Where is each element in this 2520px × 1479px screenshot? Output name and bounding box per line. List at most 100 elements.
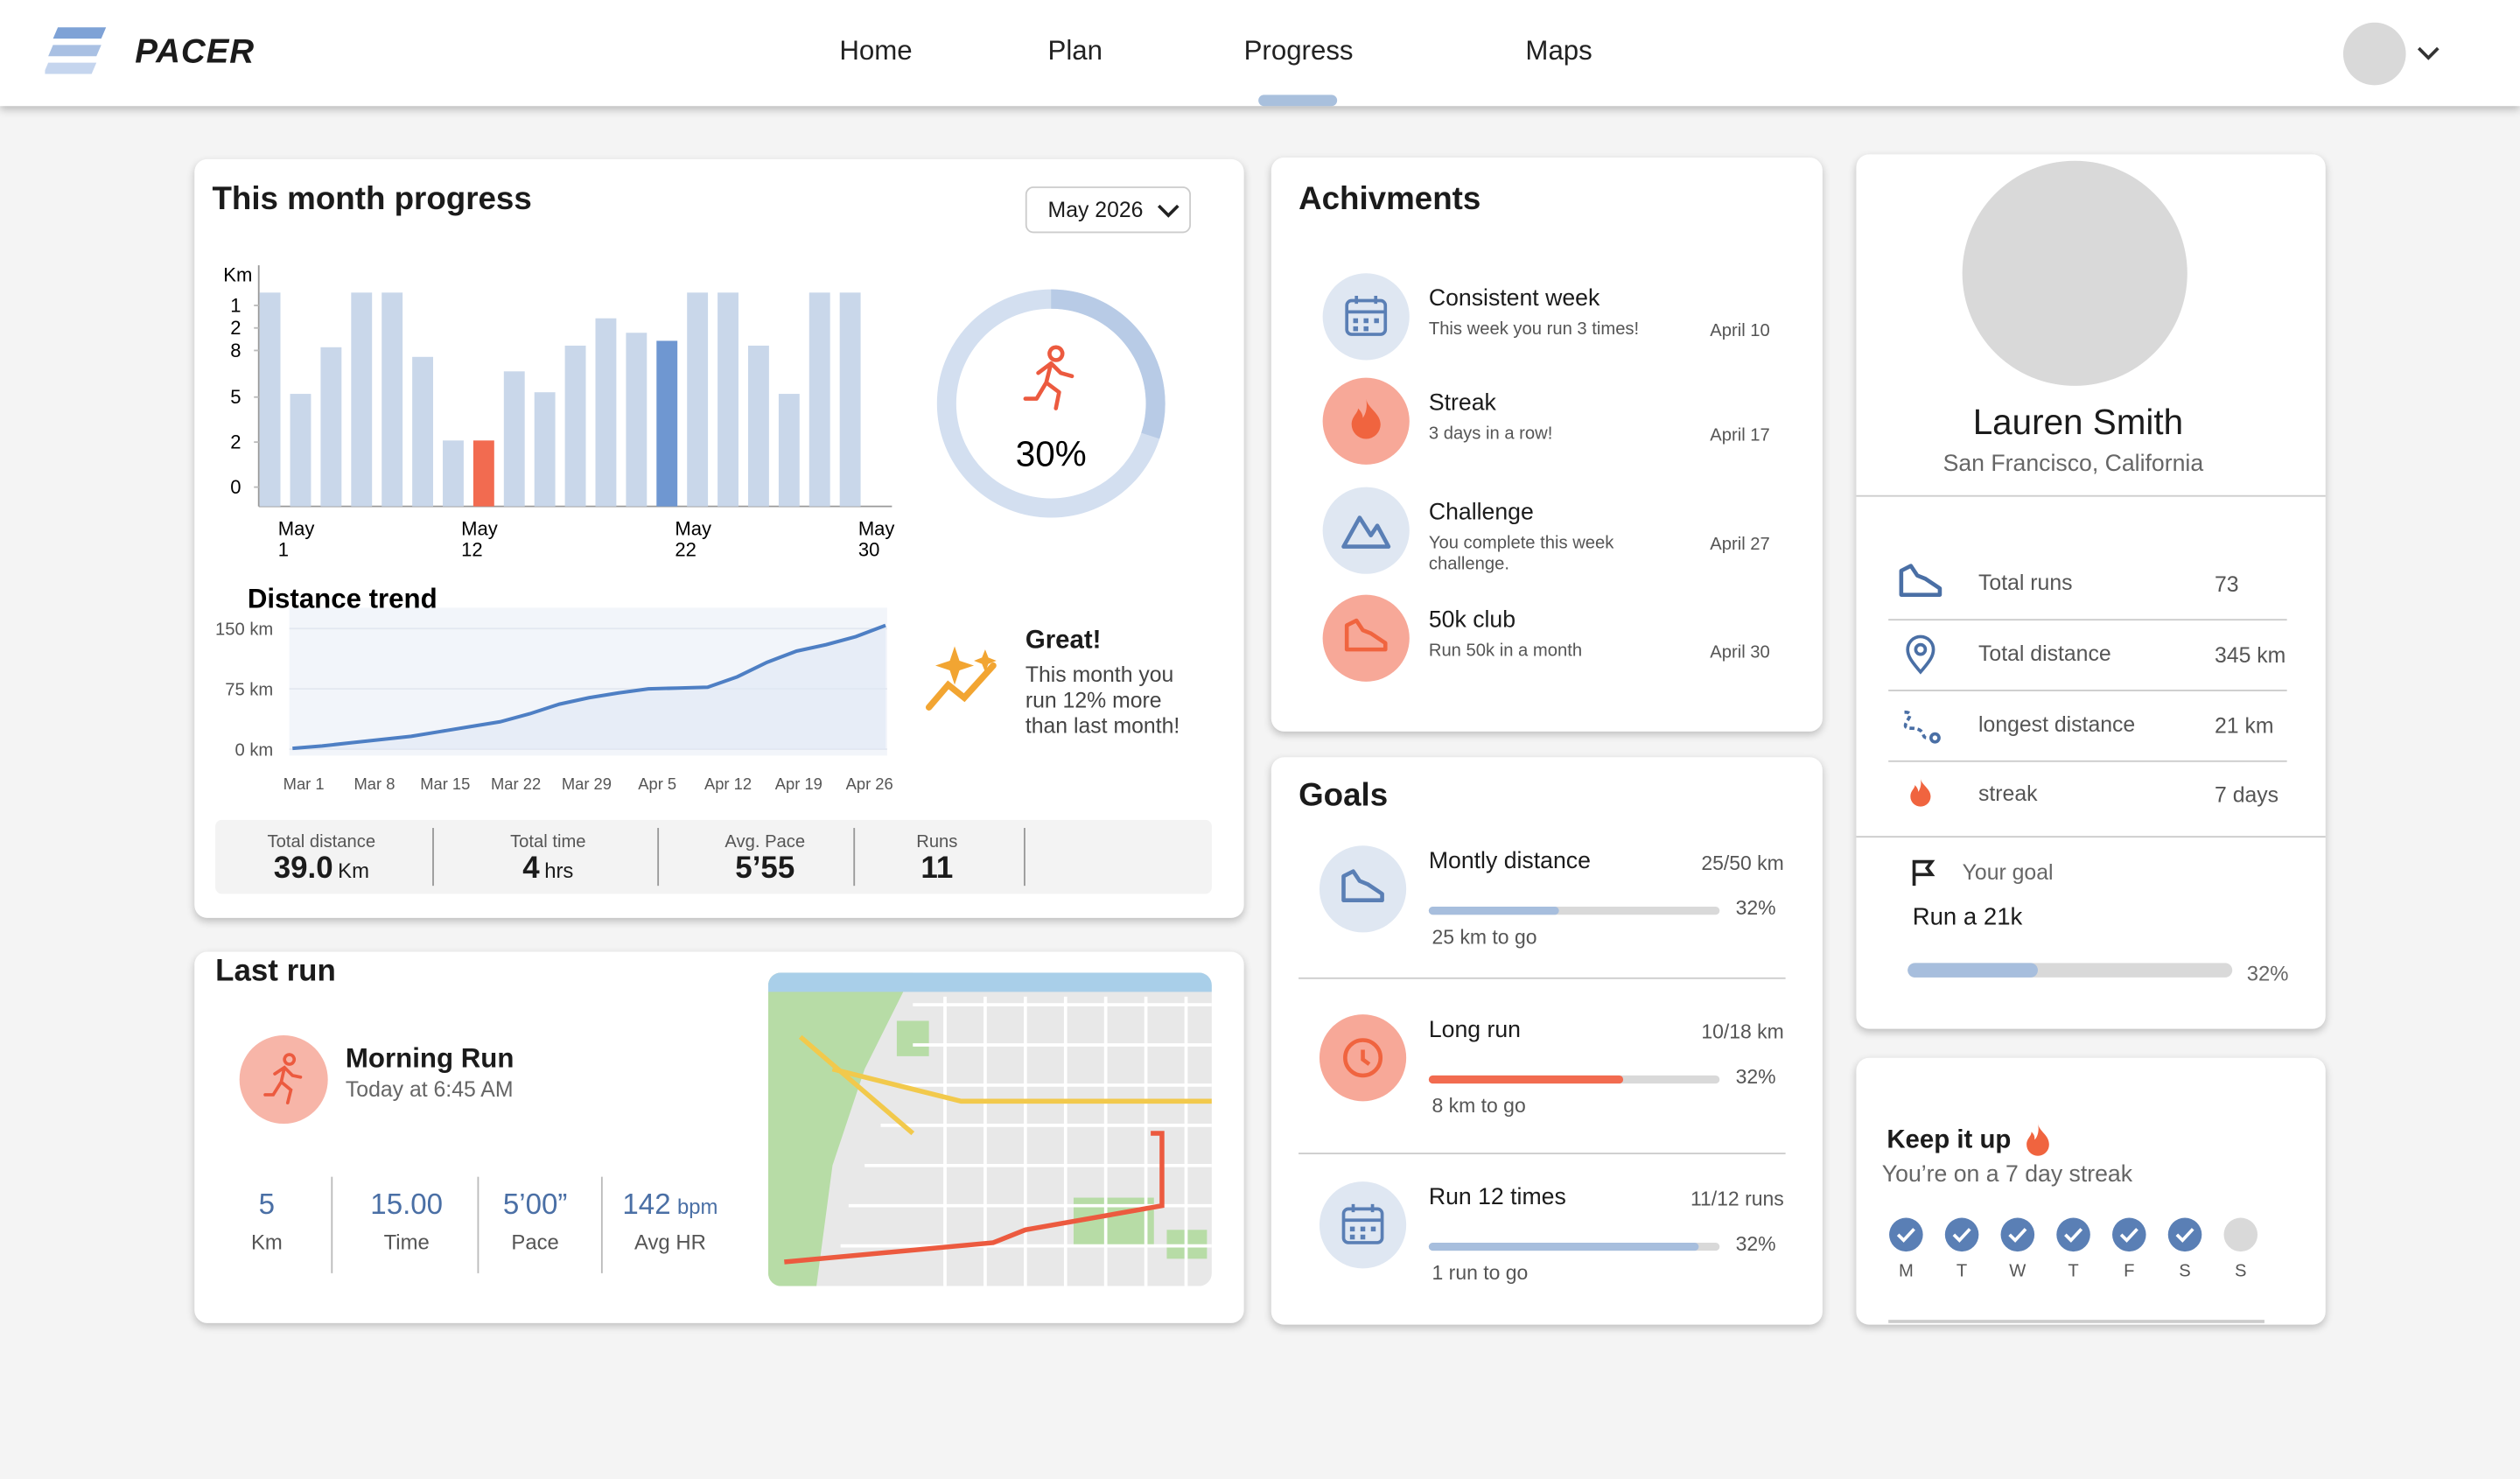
progress-card xyxy=(194,158,1244,918)
divider xyxy=(1023,828,1026,887)
icon-part xyxy=(1349,1226,1376,1240)
menu-chevron[interactable] xyxy=(2416,44,2441,63)
bar xyxy=(351,292,373,507)
stat-label: Pace xyxy=(511,1230,559,1254)
stat-value: 39.0 Km xyxy=(209,852,434,887)
goal-title: Long run xyxy=(1428,1017,1522,1044)
icon-part xyxy=(1349,1234,1355,1240)
icon-part xyxy=(1347,296,1386,314)
achievement-icon xyxy=(1345,296,1388,336)
profile-photo xyxy=(1962,160,2188,386)
goal-remaining: 8 km to go xyxy=(1432,1094,1526,1118)
flame-icon xyxy=(2026,1124,2049,1156)
y-tick-label: 5 xyxy=(230,386,241,408)
achievement-title: 50k club xyxy=(1428,607,1516,634)
icon-part xyxy=(1903,710,1928,740)
divider xyxy=(1888,760,2287,762)
day-dot xyxy=(2167,1217,2202,1252)
icon-part xyxy=(1353,326,1359,332)
divider xyxy=(432,828,434,887)
bar xyxy=(382,292,403,507)
icon-part xyxy=(1343,1038,1383,1078)
great-title: Great! xyxy=(1025,627,1102,655)
y-tick-label: 150 km xyxy=(215,620,273,640)
day-dot xyxy=(2000,1217,2035,1252)
month-select[interactable]: May 2026 xyxy=(1025,186,1192,234)
day-label: T xyxy=(2068,1262,2078,1281)
flag-icon xyxy=(1912,859,1936,887)
nav-link[interactable]: Home xyxy=(839,35,913,67)
stat-label: Avg HR xyxy=(634,1230,706,1254)
achievement-date: April 10 xyxy=(1710,321,1770,341)
bar xyxy=(290,394,312,507)
achievement-desc: Run 50k in a month xyxy=(1428,641,1583,661)
divider xyxy=(1888,619,2287,621)
check xyxy=(2008,1228,2027,1243)
y-tick-label: 0 xyxy=(230,476,241,498)
bar xyxy=(839,292,861,507)
x-tick-label: Mar 8 xyxy=(354,775,395,793)
chart-title: Distance trend xyxy=(248,583,438,613)
bar xyxy=(472,440,494,507)
y-tick-label: 2 xyxy=(230,431,241,453)
goal-icon-bg xyxy=(1319,1181,1407,1269)
active-indicator xyxy=(1258,95,1338,107)
icon-part xyxy=(1928,732,1941,744)
bar xyxy=(687,292,709,507)
achievement-date: April 27 xyxy=(1710,535,1770,555)
great-text: This month you run 12% more than last mo… xyxy=(1025,662,1180,739)
day-label: S xyxy=(2179,1262,2190,1281)
runner-icon xyxy=(263,1053,303,1104)
day-label: T xyxy=(1956,1262,1967,1281)
profile-stat-label: Total runs xyxy=(1978,571,2073,595)
stat-label: Runs xyxy=(916,832,958,852)
achievement-icon xyxy=(1344,618,1388,652)
stat-value: 15.00 xyxy=(310,1188,502,1223)
nav-link[interactable]: Maps xyxy=(1525,35,1592,67)
x-tick-label: Apr 26 xyxy=(846,775,893,793)
x-tick-label: Apr 19 xyxy=(775,775,822,793)
card-title: Goals xyxy=(1298,778,1389,814)
check xyxy=(2175,1228,2194,1243)
goal-label: Your goal xyxy=(1962,859,2054,885)
stat-value: 4 hrs xyxy=(436,852,661,887)
map[interactable] xyxy=(767,972,1212,1286)
bar xyxy=(778,394,800,507)
achievement-icon xyxy=(1351,398,1381,439)
ring-progress xyxy=(1051,289,1166,439)
day-dot xyxy=(2056,1217,2090,1252)
x-tick-label: Apr 5 xyxy=(638,775,676,793)
nav-link[interactable]: Progress xyxy=(1243,35,1354,67)
bar xyxy=(656,340,678,507)
x-tick-label: May 1 xyxy=(278,518,315,561)
y-tick-label: 75 km xyxy=(225,680,273,699)
divider xyxy=(657,828,660,887)
profile-stat-value: 21 km xyxy=(2215,713,2274,739)
goal-icon xyxy=(1341,869,1384,902)
icon-part xyxy=(1361,1049,1371,1066)
goal-icon xyxy=(1341,1203,1384,1244)
logo xyxy=(45,27,107,74)
goal-amount: 11/12 runs xyxy=(1690,1188,1784,1211)
bar xyxy=(747,345,769,507)
icon-part xyxy=(1353,318,1359,324)
card-title: This month progress xyxy=(212,181,532,217)
achievement-title: Consistent week xyxy=(1428,285,1600,312)
goal-text: Run a 21k xyxy=(1912,903,2023,931)
icon-part xyxy=(1341,1207,1384,1244)
goal-amount: 10/18 km xyxy=(1701,1020,1784,1044)
avatar[interactable] xyxy=(2342,22,2406,86)
bar xyxy=(564,345,586,507)
value: 11 xyxy=(920,852,954,887)
header xyxy=(0,0,2520,107)
value: 5’55 xyxy=(735,852,795,887)
achievement-date: April 30 xyxy=(1710,642,1770,662)
x-tick-label: May 30 xyxy=(858,518,895,561)
nav-link[interactable]: Plan xyxy=(1047,35,1103,67)
goal-fill xyxy=(1428,907,1560,915)
bar xyxy=(626,333,648,507)
achievement-desc: 3 days in a row! xyxy=(1428,424,1553,445)
streak-text: You’re on a 7 day streak xyxy=(1881,1162,2133,1188)
line xyxy=(292,623,886,751)
brand: PACER xyxy=(135,33,256,71)
